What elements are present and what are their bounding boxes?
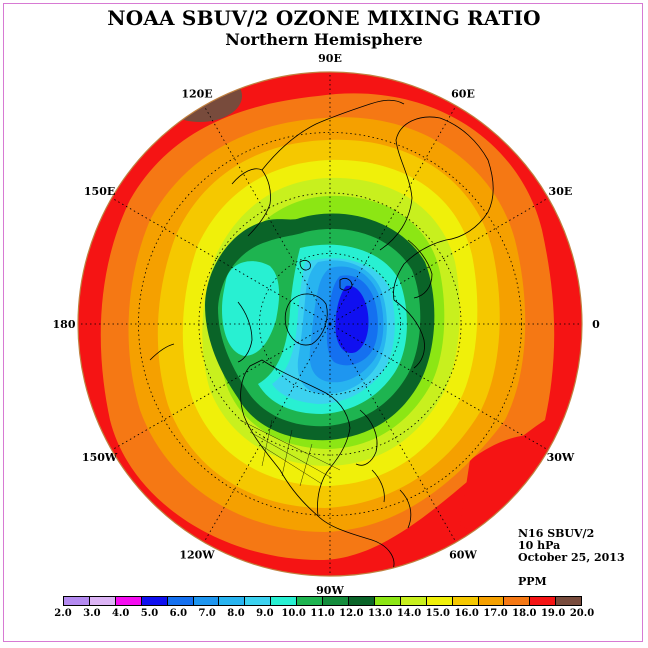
colorbar-tick-label: 12.0 <box>339 608 364 619</box>
colorbar-tick-label: 20.0 <box>569 608 595 619</box>
longitude-label: 60W <box>449 548 477 561</box>
map-boundary <box>77 71 583 577</box>
colorbar-swatch <box>89 597 116 605</box>
units-label: PPM <box>518 575 547 588</box>
colorbar-tick-label: 13.0 <box>367 608 393 619</box>
colorbar-tick-label: 17.0 <box>483 608 508 619</box>
colorbar-swatch <box>400 597 427 605</box>
meridian-line <box>203 105 331 325</box>
colorbar-tick-label: 10.0 <box>281 608 306 619</box>
meridian-line <box>329 323 549 451</box>
longitude-label: 90W <box>316 584 344 597</box>
colorbar-swatch <box>115 597 142 605</box>
colorbar-tick-label: 2.0 <box>54 608 72 619</box>
longitude-label: 30W <box>547 451 575 464</box>
colorbar-swatch <box>478 597 505 605</box>
map-title: NOAA SBUV/2 OZONE MIXING RATIO <box>107 6 541 30</box>
colorbar-tick-label: 4.0 <box>111 608 130 619</box>
colorbar-tick-label: 8.0 <box>227 608 245 619</box>
colorbar-swatch <box>141 597 168 605</box>
colorbar-tick-label: 18.0 <box>512 608 537 619</box>
colorbar-tick-label: 6.0 <box>169 608 188 619</box>
latitude-circle <box>138 132 522 516</box>
meridian-line <box>329 105 457 325</box>
longitude-labels: 90E 60E 30E 0 30W 60W 90W 120W 150W 180 150E 120E <box>53 52 601 597</box>
meridian-line <box>329 323 457 543</box>
colorbar-swatch <box>556 597 582 605</box>
colorbar-swatch <box>452 597 479 605</box>
coastlines <box>149 99 494 573</box>
colorbar-tick-label: 16.0 <box>454 608 479 619</box>
colorbar-tick-label: 9.0 <box>256 608 274 619</box>
colorbar-swatch <box>219 597 246 605</box>
pressure-level-label: 10 hPa <box>518 539 561 552</box>
band-20-patch-150e <box>78 206 92 254</box>
longitude-label: 60E <box>451 88 475 101</box>
latitude-circle <box>259 253 401 395</box>
date-label: October 25, 2013 <box>518 551 625 564</box>
longitude-label: 120W <box>179 548 215 561</box>
longitude-label: 180 <box>53 318 76 331</box>
colorbar-tick-label: 11.0 <box>310 608 335 619</box>
colorbar-tick-label: 5.0 <box>140 608 159 619</box>
satellite-label: N16 SBUV/2 <box>518 527 595 540</box>
colorbar-swatch <box>323 597 349 605</box>
colorbar-swatch <box>271 597 298 605</box>
political-boundaries <box>239 419 341 487</box>
meridian-line <box>111 197 331 325</box>
colorbar-tick-labels: 2.0 3.0 4.0 5.0 6.0 7.0 8.0 9.0 10.0 11.0 12.0 13.0… <box>0 608 648 622</box>
map-subtitle: Northern Hemisphere <box>225 30 423 49</box>
colorbar-swatch <box>530 597 557 605</box>
longitude-label: 120E <box>181 88 212 101</box>
longitude-label: 150W <box>82 451 118 464</box>
longitude-label: 0 <box>592 318 600 331</box>
colorbar-swatch <box>167 597 194 605</box>
colorbar-swatch <box>426 597 453 605</box>
colorbar-swatch <box>193 597 220 605</box>
longitude-label: 30E <box>549 185 573 198</box>
meridian-line <box>111 323 331 451</box>
graticule <box>78 72 582 576</box>
colorbar-swatch <box>348 597 375 605</box>
ozone-contour-fill <box>78 72 582 576</box>
colorbar-tick-label: 3.0 <box>83 608 101 619</box>
longitude-label: 90E <box>318 52 342 65</box>
meridian-line <box>329 197 549 325</box>
colorbar-tick-label: 14.0 <box>396 608 422 619</box>
colorbar-swatch <box>297 597 324 605</box>
colorbar-swatch <box>64 597 90 605</box>
colorbar-tick-label: 7.0 <box>198 608 216 619</box>
longitude-label: 150E <box>84 185 115 198</box>
colorbar <box>63 596 582 606</box>
meridian-line <box>203 323 331 543</box>
band-10-11-pacific <box>222 261 280 356</box>
band-5-6-minimum <box>335 285 369 354</box>
colorbar-swatch <box>504 597 531 605</box>
colorbar-tick-label: 15.0 <box>425 608 450 619</box>
colorbar-swatch <box>245 597 272 605</box>
colorbar-tick-label: 19.0 <box>540 608 566 619</box>
plot-frame <box>3 3 643 642</box>
colorbar-swatch <box>374 597 401 605</box>
